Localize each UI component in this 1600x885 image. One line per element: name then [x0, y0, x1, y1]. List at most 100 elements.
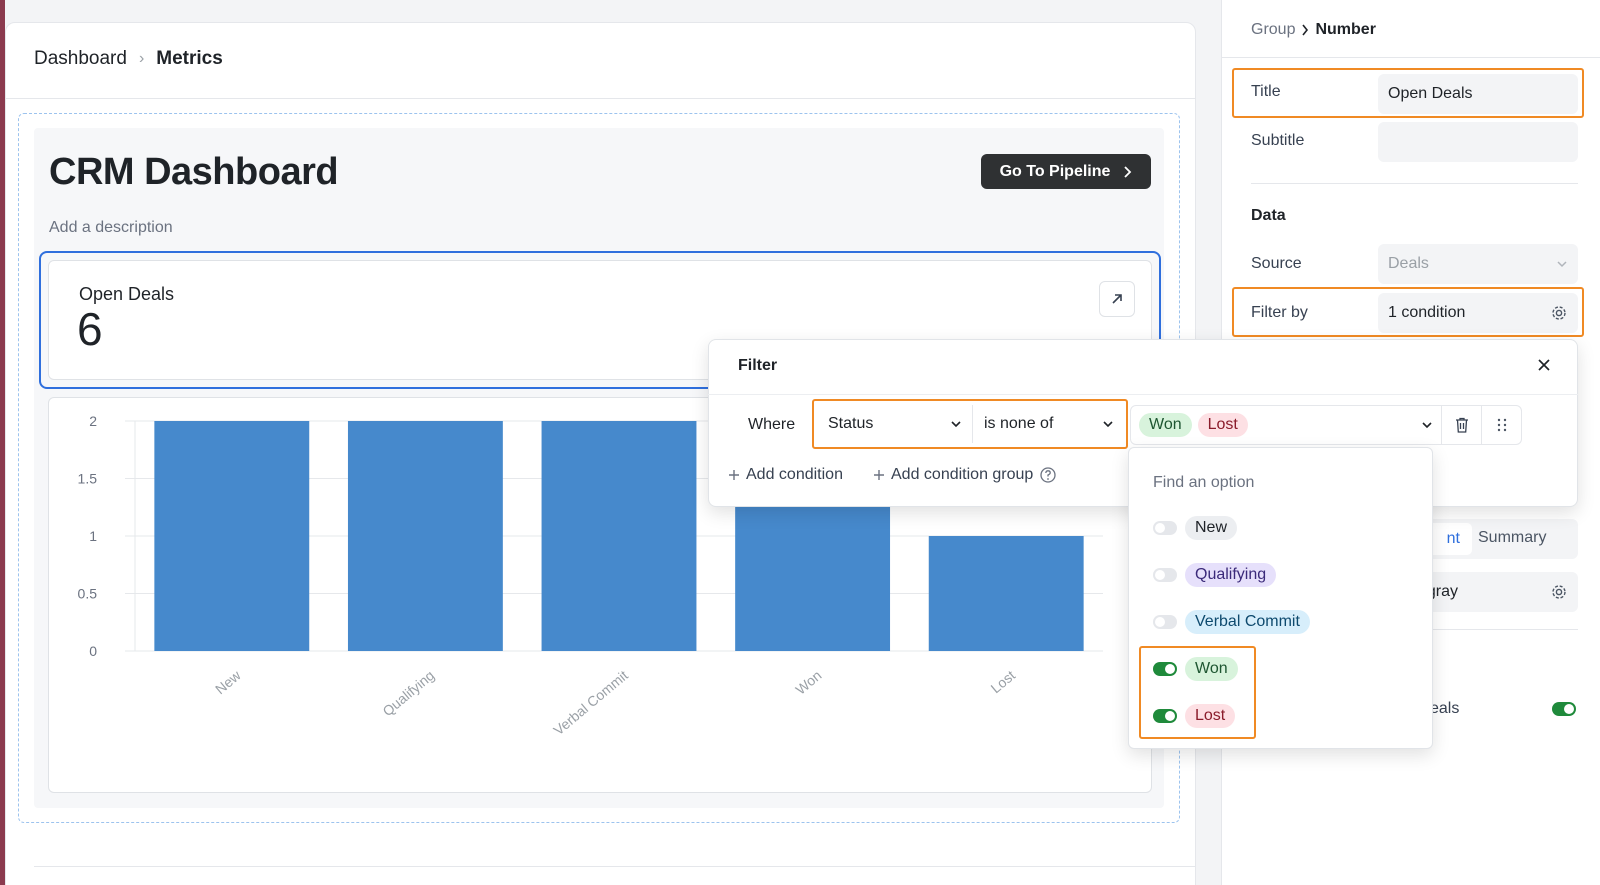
condition-highlight: [812, 399, 1128, 449]
plus-icon: [873, 469, 885, 481]
plus-icon: [728, 469, 740, 481]
y-tick-label: 2: [89, 413, 97, 429]
panel-divider: [1221, 57, 1600, 58]
filter-divider: [708, 394, 1578, 395]
chart-bar: [154, 421, 310, 651]
option-won[interactable]: Won: [1153, 657, 1238, 681]
data-section-heading: Data: [1251, 207, 1286, 224]
options-dropdown: [1128, 447, 1433, 749]
y-tick-label: 1.5: [78, 471, 98, 487]
option-toggle[interactable]: [1153, 568, 1177, 582]
gear-icon[interactable]: [1550, 583, 1568, 601]
deals-toggle-label: eals: [1430, 700, 1460, 717]
y-tick-label: 0: [89, 643, 97, 659]
where-label: Where: [748, 416, 796, 433]
footer-divider: [34, 866, 1196, 867]
breadcrumb-current: Metrics: [156, 48, 223, 69]
panel-breadcrumb-current: Number: [1315, 21, 1376, 38]
close-icon[interactable]: [1536, 357, 1552, 373]
filter-by-field[interactable]: 1 condition: [1378, 293, 1578, 333]
option-new[interactable]: New: [1153, 516, 1238, 540]
option-toggle[interactable]: [1153, 709, 1177, 723]
chevron-right-icon: [1122, 165, 1132, 179]
arrow-up-right-icon: [1109, 291, 1125, 307]
segment-summary[interactable]: Summary: [1478, 529, 1547, 546]
chevron-right-icon: [1301, 24, 1309, 36]
left-accent-bar: [0, 0, 5, 885]
chevron-right-icon: ›: [138, 50, 145, 67]
drag-handle-icon: [1497, 418, 1507, 432]
number-widget-value: 6: [77, 303, 103, 355]
bar-chart: 0 0.5 1 1.5 2 New Qualifying Verbal Commit Won Lo…: [78, 413, 1103, 738]
subtitle-label: Subtitle: [1251, 132, 1305, 149]
go-to-pipeline-label: Go To Pipeline: [999, 162, 1111, 180]
filter-by-highlight: [1232, 287, 1584, 337]
option-label: Lost: [1185, 704, 1236, 728]
delete-condition-button[interactable]: [1442, 405, 1482, 445]
field-select[interactable]: Status: [818, 405, 973, 443]
option-toggle[interactable]: [1153, 662, 1177, 676]
filter-heading: Filter: [738, 357, 778, 374]
x-tick-label: Verbal Commit: [550, 667, 631, 738]
option-label: Won: [1185, 657, 1238, 681]
x-tick-label: Won: [792, 667, 824, 698]
chevron-down-icon: [1102, 420, 1114, 428]
option-qualifying[interactable]: Qualifying: [1153, 563, 1277, 587]
chart-bar: [928, 536, 1084, 651]
gear-icon[interactable]: [1550, 304, 1568, 322]
values-select[interactable]: Won Lost: [1130, 405, 1442, 445]
option-label: Qualifying: [1185, 563, 1277, 587]
add-condition-label: Add condition: [746, 466, 843, 483]
value-chip-won: Won: [1139, 413, 1192, 437]
go-to-pipeline-button[interactable]: Go To Pipeline: [981, 154, 1151, 189]
chevron-down-icon: [1421, 421, 1433, 429]
value-chip-lost: Lost: [1197, 413, 1248, 437]
number-widget-title: Open Deals: [79, 284, 175, 304]
field-select-value: Status: [828, 415, 874, 432]
add-condition-button[interactable]: Add condition: [728, 466, 843, 484]
option-toggle[interactable]: [1153, 521, 1177, 535]
option-lost[interactable]: Lost: [1153, 704, 1236, 728]
option-label: New: [1185, 516, 1238, 540]
help-icon[interactable]: [1039, 466, 1057, 484]
filter-by-label: Filter by: [1251, 304, 1308, 321]
filter-by-value: 1 condition: [1388, 304, 1466, 321]
chevron-down-icon: [950, 420, 962, 428]
source-select[interactable]: Deals: [1378, 244, 1578, 284]
x-tick-label: New: [212, 666, 244, 697]
panel-breadcrumb-parent[interactable]: Group: [1251, 21, 1296, 38]
chart-bar: [347, 421, 503, 651]
title-highlight: [1232, 68, 1584, 118]
operator-select-value: is none of: [984, 415, 1054, 432]
title-input[interactable]: Open Deals: [1378, 74, 1578, 114]
breadcrumb: Dashboard › Metrics: [34, 48, 223, 70]
panel-divider: [1251, 183, 1578, 184]
number-widget-selection: [39, 251, 1161, 389]
deals-toggle[interactable]: [1552, 702, 1576, 716]
trash-icon: [1455, 417, 1469, 433]
header-divider: [5, 98, 1196, 99]
dashboard-title[interactable]: CRM Dashboard: [49, 151, 339, 193]
y-tick-label: 1: [89, 528, 97, 544]
add-condition-group-button[interactable]: Add condition group: [873, 466, 1057, 484]
chart-bar: [541, 421, 697, 651]
selected-options-highlight: [1139, 646, 1256, 739]
dashboard-description[interactable]: Add a description: [49, 219, 173, 236]
x-tick-label: Lost: [988, 667, 1019, 696]
option-label: Verbal Commit: [1185, 610, 1310, 634]
chevron-down-icon: [1556, 260, 1568, 268]
subtitle-input[interactable]: [1378, 122, 1578, 162]
y-tick-label: 0.5: [78, 586, 98, 602]
source-value: Deals: [1388, 255, 1429, 272]
operator-select[interactable]: is none of: [974, 405, 1124, 443]
option-verbal-commit[interactable]: Verbal Commit: [1153, 610, 1310, 634]
option-toggle[interactable]: [1153, 615, 1177, 629]
breadcrumb-dashboard-link[interactable]: Dashboard: [34, 48, 127, 69]
source-label: Source: [1251, 255, 1302, 272]
title-label: Title: [1251, 83, 1281, 100]
x-tick-label: Qualifying: [379, 667, 437, 719]
drag-handle[interactable]: [1482, 405, 1522, 445]
expand-button[interactable]: [1099, 281, 1135, 317]
add-condition-group-label: Add condition group: [891, 466, 1034, 483]
option-search-input[interactable]: Find an option: [1153, 474, 1255, 491]
